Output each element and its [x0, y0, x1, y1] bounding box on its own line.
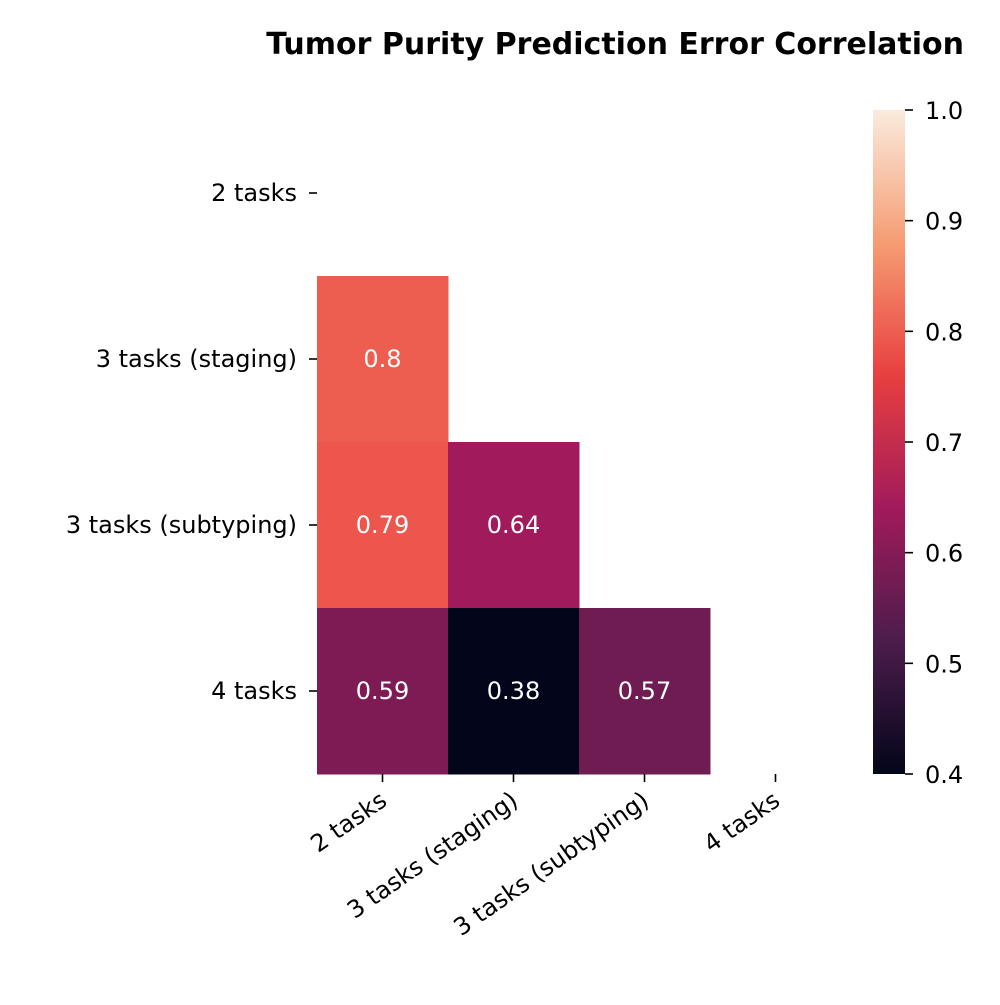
colorbar-tick-label: 0.6 [925, 540, 963, 568]
heatmap-cells: 0.8 0.79 0.64 0.59 0.38 0.57 [317, 276, 711, 775]
colorbar-tick-label: 0.7 [925, 429, 963, 457]
heatmap-cell [579, 608, 711, 775]
cell-value-label: 0.57 [618, 677, 671, 705]
colorbar-tick-label: 0.4 [925, 761, 963, 789]
x-tick-label: 2 tasks [305, 786, 391, 858]
y-tick-label: 2 tasks [211, 179, 297, 207]
y-axis-tick-labels: 2 tasks 3 tasks (staging) 3 tasks (subtypi… [66, 179, 317, 705]
colorbar-tick-label: 0.9 [925, 208, 963, 236]
cell-value-label: 0.64 [487, 511, 540, 539]
heatmap-cell [317, 442, 449, 609]
y-tick-label: 4 tasks [211, 677, 297, 705]
cell-value-label: 0.38 [487, 677, 540, 705]
y-tick-label: 3 tasks (staging) [96, 345, 297, 373]
chart-title: Tumor Purity Prediction Error Correlatio… [266, 27, 964, 62]
cell-value-label: 0.59 [356, 677, 409, 705]
colorbar-tick-label: 0.5 [925, 650, 963, 678]
cell-value-label: 0.8 [363, 345, 401, 373]
colorbar-tick-label: 1.0 [925, 97, 963, 125]
heatmap-cell [317, 608, 449, 775]
x-tick-label: 4 tasks [698, 786, 784, 858]
y-tick-label: 3 tasks (subtyping) [66, 511, 297, 539]
colorbar-ticks: 0.4 0.5 0.6 0.7 0.8 0.9 1.0 [905, 97, 963, 789]
heatmap-cell [448, 608, 580, 775]
heatmap-cell [448, 442, 580, 609]
heatmap-cell [317, 276, 449, 443]
colorbar-tick-label: 0.8 [925, 318, 963, 346]
cell-value-label: 0.79 [356, 511, 409, 539]
colorbar [873, 110, 905, 774]
